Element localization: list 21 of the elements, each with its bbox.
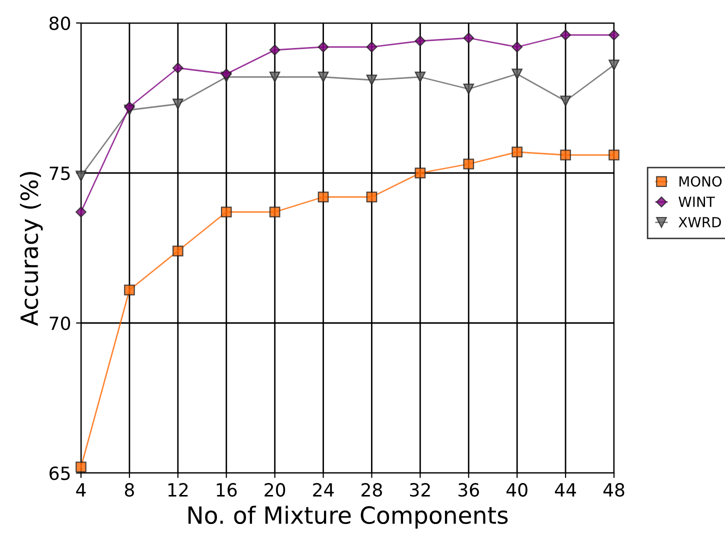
x-tick-label: 44 xyxy=(554,483,576,496)
x-tick-label: 32 xyxy=(410,483,430,497)
x-tick-label: 4 xyxy=(76,483,86,496)
y-tick-label: 80 xyxy=(50,16,70,30)
x-tick-label: 20 xyxy=(264,483,286,497)
x-tick-label: 24 xyxy=(313,483,334,496)
x-tick-label: 48 xyxy=(603,483,624,497)
x-tick-label: 36 xyxy=(458,483,479,497)
x-tick-label: 12 xyxy=(168,483,188,496)
legend-label: XWRD xyxy=(678,217,721,228)
x-tick-label: 16 xyxy=(216,483,237,497)
x-axis-title: No. of Mixture Components xyxy=(188,506,508,529)
y-tick-label: 75 xyxy=(50,166,70,180)
x-tick-label: 40 xyxy=(506,483,528,497)
y-tick-label: 70 xyxy=(50,316,70,330)
legend-label: MONO xyxy=(680,176,722,187)
legend-label: WINT xyxy=(678,196,715,207)
x-tick-label: 28 xyxy=(362,483,382,497)
y-tick-label: 65 xyxy=(50,466,70,480)
x-tick-label: 8 xyxy=(124,483,134,497)
y-axis-title: Accuracy (%) xyxy=(20,172,43,326)
